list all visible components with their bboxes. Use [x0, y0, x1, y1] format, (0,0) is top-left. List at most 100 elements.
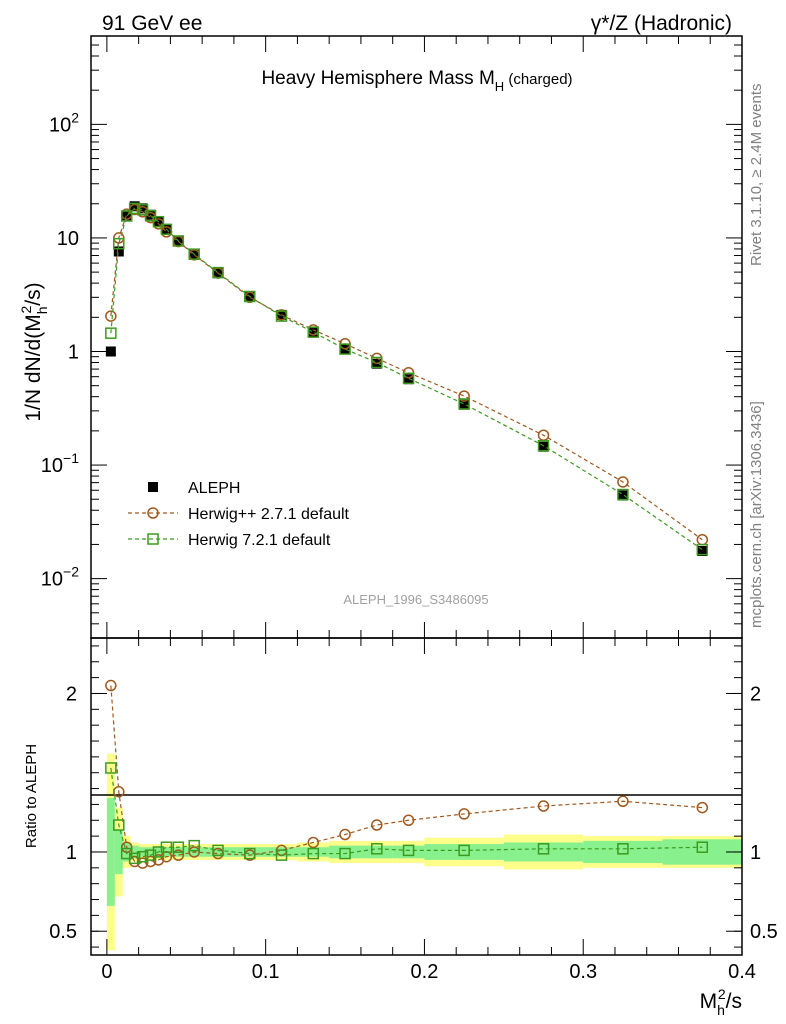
main-ytick-label: 10	[57, 228, 79, 250]
ratio-band-inner	[233, 847, 266, 857]
ratio-point	[172, 849, 185, 861]
ratio-point	[136, 850, 149, 863]
main-point	[152, 215, 165, 228]
ratio-ytick-label: 2	[66, 683, 77, 705]
ratio-point	[371, 843, 383, 855]
main-axes: 10−2 10−1 1 10 102	[41, 35, 743, 639]
ratio-point	[402, 814, 415, 827]
ratio-panel: 0.5 0.5 1 1 2 2 0 0.1 0.2 0.3 0.4 Ratio to ALEPH M…	[23, 637, 778, 1018]
ratio-point	[128, 852, 141, 865]
ratio-point	[307, 847, 320, 860]
ratio-point	[172, 841, 185, 853]
ratio-ylabel: Ratio to ALEPH	[23, 744, 40, 848]
main-point	[403, 374, 414, 385]
ratio-point	[402, 844, 415, 857]
main-point	[617, 476, 629, 488]
ratio-xtick-label: 0.4	[728, 961, 756, 983]
main-point	[537, 439, 550, 452]
legend-label: ALEPH	[188, 480, 240, 497]
main-point	[307, 326, 320, 338]
main-point	[458, 398, 470, 410]
main-point	[113, 237, 125, 250]
main-ytick-label: 1	[68, 341, 79, 363]
ratio-band-inner	[202, 847, 234, 857]
ratio-ytick-label-right: 1	[750, 842, 761, 864]
main-point	[459, 399, 470, 410]
legend-marker	[147, 533, 159, 545]
main-ylabel: 1/N dN/d(Mh2/s)	[18, 282, 50, 421]
mcplots-label: mcplots.cern.ch [arXiv:1306.3436]	[748, 401, 765, 628]
ratio-band-inner	[392, 845, 425, 859]
ratio-bands	[106, 753, 742, 951]
ratio-point	[696, 841, 709, 853]
main-point	[188, 248, 200, 260]
main-point	[339, 343, 351, 355]
ratio-band-inner	[360, 845, 393, 859]
main-point	[172, 235, 185, 247]
main-point	[136, 204, 149, 216]
main-point	[617, 490, 628, 501]
main-point	[538, 441, 549, 452]
ratio-xtick-label: 0	[101, 961, 112, 983]
ratio-axes: 0.5 0.5 1 1 2 2 0 0.1 0.2 0.3 0.4	[49, 638, 778, 983]
main-point	[105, 327, 117, 339]
analysis-watermark: ALEPH_1996_S3486095	[343, 592, 488, 607]
main-point	[402, 372, 415, 385]
main-point	[697, 546, 708, 557]
ratio-point	[160, 841, 173, 853]
ratio-ytick-label-right: 2	[750, 683, 761, 705]
ratio-point	[371, 819, 383, 831]
legend-label: Herwig 7.2.1 default	[188, 532, 331, 549]
rivet-label: Rivet 3.1.10, ≥ 2.4M events	[748, 84, 765, 267]
ratio-xlabel: Mh2/s	[700, 986, 742, 1018]
ratio-band-inner	[424, 844, 504, 860]
main-point	[137, 203, 148, 214]
ratio-band-inner	[146, 847, 155, 857]
main-panel: 10−2 10−1 1 10 102 Heavy Hemisphere Mass MH …	[18, 35, 743, 639]
ratio-point	[339, 828, 351, 841]
ratio-point	[458, 808, 470, 820]
ratio-point	[113, 819, 125, 831]
main-series-0	[105, 201, 708, 557]
ratio-point	[212, 844, 224, 857]
ratio-band-inner	[583, 840, 663, 864]
main-point	[212, 266, 224, 279]
ratio-point	[696, 801, 709, 814]
main-ytick-label: 10−2	[41, 564, 79, 591]
ratio-band-inner	[114, 829, 123, 875]
ratio-xtick-label: 0.1	[252, 961, 280, 983]
header-right: γ*/Z (Hadronic)	[591, 12, 732, 35]
main-point	[371, 356, 383, 369]
ratio-point	[105, 679, 117, 692]
main-point	[244, 290, 256, 303]
main-point	[144, 209, 157, 222]
legend: ALEPH Herwig++ 2.7.1 default Herwig 7.2.1 …	[128, 480, 350, 549]
ratio-point	[275, 849, 288, 861]
main-ytick-label: 10−1	[41, 450, 79, 477]
main-point	[696, 543, 709, 556]
header-left: 91 GeV ee	[102, 12, 202, 35]
ratio-point	[458, 844, 470, 857]
main-point	[160, 223, 173, 236]
ratio-point	[144, 849, 157, 861]
main-point	[617, 488, 629, 501]
main-point	[120, 210, 133, 222]
ratio-point	[339, 847, 351, 860]
main-point	[458, 390, 470, 402]
ratio-band-inner	[329, 845, 361, 859]
ratio-point	[244, 847, 256, 860]
ratio-point	[188, 839, 200, 852]
ratio-band-inner	[106, 798, 115, 906]
ratio-ytick-label: 1	[66, 842, 77, 864]
legend-marker	[147, 507, 159, 519]
ratio-band-inner	[130, 845, 139, 859]
ratio-point	[105, 762, 117, 774]
main-point	[105, 310, 117, 322]
main-point	[113, 246, 124, 257]
ratio-ytick-label: 0.5	[49, 921, 77, 943]
ratio-point	[537, 800, 550, 812]
main-ytick-label: 102	[49, 109, 79, 136]
ratio-point	[617, 795, 629, 808]
legend-label: Herwig++ 2.7.1 default	[188, 506, 350, 523]
